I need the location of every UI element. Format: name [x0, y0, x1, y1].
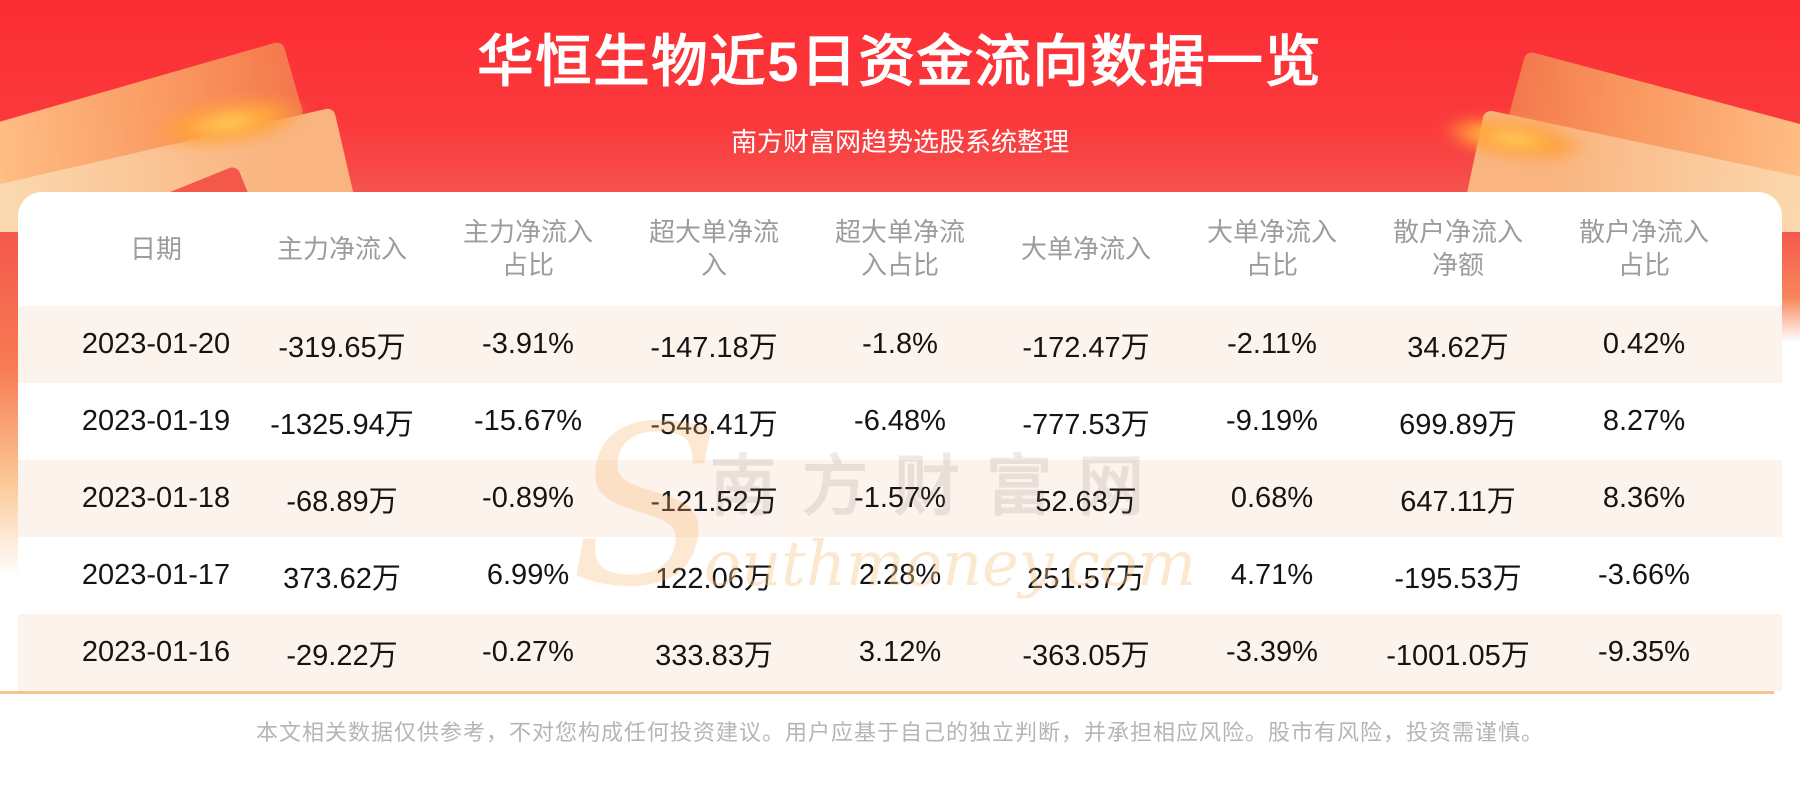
cell-value: -319.65万: [278, 331, 406, 364]
cell-value: -172.47万: [1022, 331, 1150, 364]
cell-value: 647.11万: [1400, 485, 1516, 518]
cell-value: -195.53万: [1394, 562, 1522, 595]
column-header-retail-net-inflow-ratio: 散户净流入 占比: [1578, 217, 1709, 280]
cell-value: 52.63万: [1035, 485, 1137, 518]
cell-value: 251.57万: [1027, 562, 1145, 595]
page-title: 华恒生物近5日资金流向数据一览: [477, 30, 1323, 93]
cell-value: -0.27%: [482, 636, 574, 668]
cell-value: -147.18万: [650, 331, 778, 364]
cell-value: -3.66%: [1598, 559, 1690, 591]
column-header-large-order-net-inflow: 大单净流入: [1020, 233, 1151, 264]
column-header-large-order-net-inflow-ratio: 大单净流入 占比: [1206, 217, 1337, 280]
cell-value: -15.67%: [473, 405, 582, 437]
left-edge-decoration: [0, 232, 18, 577]
cell-value: -1.57%: [854, 482, 946, 514]
cell-date: 2023-01-16: [81, 636, 231, 668]
column-header-xl-order-net-inflow: 超大单净流 入: [648, 217, 779, 280]
cell-value: -68.89万: [286, 485, 398, 518]
cell-date: 2023-01-18: [81, 482, 231, 514]
page-subtitle: 南方财富网趋势选股系统整理: [730, 127, 1069, 157]
cell-value: 122.06万: [655, 562, 773, 595]
cell-value: 3.12%: [858, 636, 942, 668]
column-header-main-net-inflow: 主力净流入: [276, 233, 407, 264]
cell-value: 6.99%: [486, 559, 570, 591]
cell-value: 8.36%: [1602, 482, 1686, 514]
cell-value: -3.39%: [1226, 636, 1318, 668]
cell-date: 2023-01-17: [81, 559, 231, 591]
cell-value: -1001.05万: [1386, 639, 1530, 672]
column-header-xl-order-net-inflow-ratio: 超大单净流 入占比: [834, 217, 965, 280]
disclaimer-text: 本文相关数据仅供参考，不对您构成任何投资建议。用户应基于自己的独立判断，并承担相…: [255, 720, 1544, 745]
column-header-main-net-inflow-ratio: 主力净流入 占比: [462, 217, 593, 280]
column-header-retail-net-inflow: 散户净流入 净额: [1392, 217, 1523, 280]
cell-value: 333.83万: [655, 639, 773, 672]
right-edge-decoration: [1782, 232, 1800, 342]
table-row: 2023-01-16 -29.22万 -0.27% 333.83万 3.12% …: [18, 614, 1782, 691]
divider-line: [0, 691, 1774, 694]
cell-value: -2.11%: [1227, 328, 1317, 360]
cell-value: -3.91%: [482, 328, 574, 360]
table-header-row: 日期 主力净流入 主力净流入 占比 超大单净流 入 超大单净流 入占比 大单净流…: [18, 192, 1782, 306]
cell-value: -29.22万: [286, 639, 398, 672]
cell-value: -121.52万: [650, 485, 778, 518]
cell-value: 699.89万: [1399, 408, 1517, 441]
cell-value: 0.42%: [1602, 328, 1686, 360]
data-table-card: 日期 主力净流入 主力净流入 占比 超大单净流 入 超大单净流 入占比 大单净流…: [18, 192, 1782, 800]
cell-value: 4.71%: [1230, 559, 1314, 591]
cell-value: 34.62万: [1407, 331, 1509, 364]
table-row: 2023-01-17 373.62万 6.99% 122.06万 2.28% 2…: [18, 537, 1782, 614]
cell-value: -777.53万: [1022, 408, 1150, 441]
table-row: 2023-01-20 -319.65万 -3.91% -147.18万 -1.8…: [18, 306, 1782, 383]
column-header-date: 日期: [129, 233, 182, 264]
cell-value: -1325.94万: [270, 408, 414, 441]
cell-value: -6.48%: [854, 405, 946, 437]
cell-value: -548.41万: [650, 408, 778, 441]
cell-value: -0.89%: [482, 482, 574, 514]
cell-value: 2.28%: [858, 559, 942, 591]
table-row: 2023-01-19 -1325.94万 -15.67% -548.41万 -6…: [18, 383, 1782, 460]
cell-value: -363.05万: [1022, 639, 1150, 672]
cell-value: -9.19%: [1226, 405, 1318, 437]
cell-value: 373.62万: [283, 562, 401, 595]
cell-value: 0.68%: [1230, 482, 1314, 514]
cell-value: -1.8%: [862, 328, 938, 360]
cell-value: 8.27%: [1602, 405, 1686, 437]
cell-date: 2023-01-20: [81, 328, 231, 360]
cell-date: 2023-01-19: [81, 405, 231, 437]
cell-value: -9.35%: [1598, 636, 1690, 668]
table-row: 2023-01-18 -68.89万 -0.89% -121.52万 -1.57…: [18, 460, 1782, 537]
